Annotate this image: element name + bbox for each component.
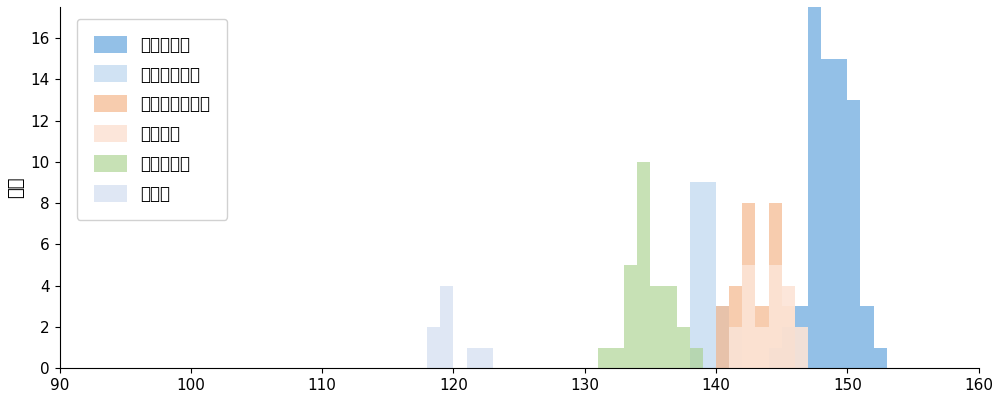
- Bar: [716, 306, 729, 368]
- Bar: [480, 348, 493, 368]
- Bar: [440, 286, 453, 368]
- Bar: [860, 306, 874, 368]
- Bar: [650, 286, 663, 368]
- Bar: [808, 0, 821, 368]
- Bar: [427, 327, 440, 368]
- Bar: [624, 265, 637, 368]
- Y-axis label: 球数: 球数: [7, 177, 25, 198]
- Bar: [782, 306, 795, 368]
- Legend: ストレート, カットボール, チェンジアップ, シンカー, スライダー, カーブ: ストレート, カットボール, チェンジアップ, シンカー, スライダー, カーブ: [77, 19, 227, 220]
- Bar: [782, 327, 795, 368]
- Bar: [834, 58, 847, 368]
- Bar: [663, 286, 677, 368]
- Bar: [769, 348, 782, 368]
- Bar: [769, 203, 782, 368]
- Bar: [847, 100, 860, 368]
- Bar: [716, 306, 729, 368]
- Bar: [690, 348, 703, 368]
- Bar: [755, 327, 769, 368]
- Bar: [769, 265, 782, 368]
- Bar: [782, 286, 795, 368]
- Bar: [690, 182, 703, 368]
- Bar: [742, 265, 755, 368]
- Bar: [755, 306, 769, 368]
- Bar: [729, 327, 742, 368]
- Bar: [598, 348, 611, 368]
- Bar: [677, 327, 690, 368]
- Bar: [729, 327, 742, 368]
- Bar: [467, 348, 480, 368]
- Bar: [874, 348, 887, 368]
- Bar: [703, 182, 716, 368]
- Bar: [821, 58, 834, 368]
- Bar: [742, 203, 755, 368]
- Bar: [637, 162, 650, 368]
- Bar: [795, 306, 808, 368]
- Bar: [611, 348, 624, 368]
- Bar: [729, 286, 742, 368]
- Bar: [795, 327, 808, 368]
